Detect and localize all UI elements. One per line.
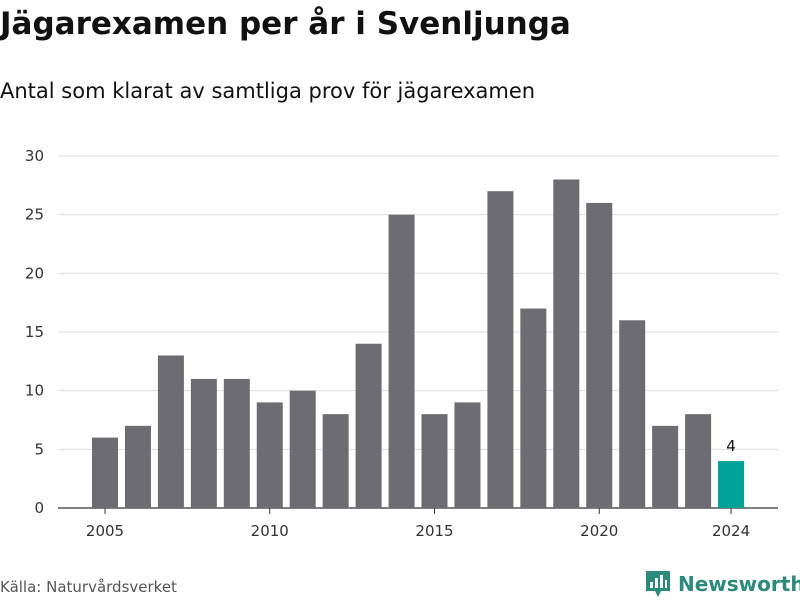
y-tick-label: 30	[25, 147, 44, 165]
bar-2010	[256, 402, 283, 508]
bar-2019	[553, 179, 580, 508]
bar-2016	[454, 402, 481, 508]
x-tick-label: 2020	[580, 522, 618, 540]
y-tick-label: 5	[34, 440, 44, 458]
bar-2012	[322, 414, 349, 508]
bars	[92, 179, 745, 508]
brand-logo: Newsworthy	[644, 568, 800, 600]
y-tick-label: 20	[25, 264, 44, 282]
x-tick-label: 2010	[251, 522, 289, 540]
y-axis-ticks: 0 5 10 15 20 25 30	[25, 147, 44, 517]
y-tick-label: 10	[25, 382, 44, 400]
bar-2011	[289, 390, 316, 508]
x-tick-label: 2005	[86, 522, 124, 540]
data-labels: 4	[726, 437, 736, 455]
bar-2018	[520, 308, 547, 508]
y-tick-label: 15	[25, 323, 44, 341]
bar-2024	[718, 461, 745, 508]
bar-2021	[619, 320, 646, 508]
bar-2015	[421, 414, 448, 508]
bar-2017	[487, 191, 514, 508]
y-tick-label: 25	[25, 206, 44, 224]
chart-subtitle: Antal som klarat av samtliga prov för jä…	[0, 79, 536, 103]
x-tick-label: 2024	[712, 522, 750, 540]
newsworthy-logo-icon	[646, 571, 670, 597]
y-tick-label: 0	[34, 499, 44, 517]
bar-2005	[92, 437, 118, 508]
data-label-2024: 4	[726, 437, 736, 455]
bar-2008	[190, 378, 217, 508]
brand-name: Newsworthy	[678, 572, 800, 596]
chart-title: Jägarexamen per år i Svenljunga	[0, 6, 571, 42]
x-tick-label: 2015	[415, 522, 453, 540]
bar-2009	[223, 378, 250, 508]
bar-2022	[652, 425, 679, 508]
bar-2014	[388, 214, 415, 508]
source-note: Källa: Naturvårdsverket	[0, 578, 177, 596]
bar-2020	[586, 202, 613, 508]
x-axis-ticks: 2005 2010 2015 2020 2024	[86, 508, 750, 540]
bar-2006	[124, 425, 151, 508]
bar-2013	[355, 343, 382, 508]
bar-2023	[685, 414, 712, 508]
bar-2007	[157, 355, 184, 508]
